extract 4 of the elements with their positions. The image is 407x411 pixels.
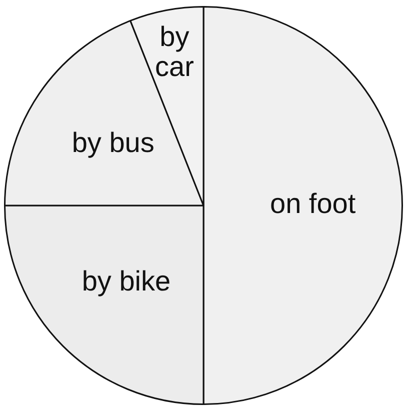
- slice-label: by bus: [72, 126, 154, 158]
- slice-label: by car: [155, 20, 194, 82]
- slice-label: by bike: [82, 266, 171, 297]
- slice-label: on foot: [270, 188, 356, 220]
